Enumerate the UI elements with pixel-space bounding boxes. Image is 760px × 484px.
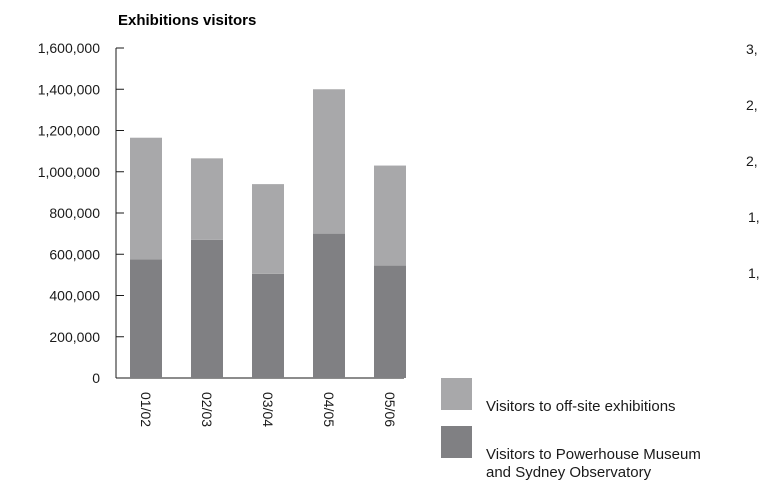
adjacent-chart-tick-label: 1, [748,265,760,281]
adjacent-chart-tick-label: 2, [746,153,758,169]
bar-05-06-series-1 [374,165,406,266]
legend-label: Visitors to off-site exhibitions [486,398,676,415]
adjacent-chart-tick-label: 2, [746,97,758,113]
y-axis-ticks: 0 200,000 400,000 600,000 800,000 1,000,000 1,… [38,40,124,386]
x-category-label: 05/06 [382,392,398,427]
bar-01-02-series-1 [130,137,162,260]
adjacent-chart-tick-label: 1, [748,209,760,225]
legend-label: Visitors to Powerhouse Museum [486,446,701,463]
bar-03-04-series-1 [252,184,284,274]
bar-01-02-series-0 [130,259,162,378]
x-category-label: 04/05 [321,392,337,427]
y-tick-label: 200,000 [49,329,100,345]
y-tick-label: 0 [92,370,100,386]
legend-label: and Sydney Observatory [486,464,652,481]
legend-swatch [441,378,472,410]
bar-02-03-series-0 [191,239,223,378]
bar-05-06-series-0 [374,265,406,378]
right-clipped-labels: 3, 2, 2, 1, 1, [746,41,760,281]
y-tick-label: 400,000 [49,288,100,304]
bar-03-04-series-0 [252,273,284,378]
x-category-label: 01/02 [138,392,154,427]
x-category-label: 03/04 [260,392,276,427]
bar-series [130,89,406,378]
y-tick-label: 600,000 [49,246,100,262]
bar-02-03-series-1 [191,158,223,240]
x-category-label: 02/03 [199,392,215,427]
adjacent-chart-tick-label: 3, [746,41,758,57]
legend-swatch [441,426,472,458]
y-tick-label: 800,000 [49,205,100,221]
y-tick-label: 1,600,000 [38,40,100,56]
bar-04-05-series-1 [313,89,345,234]
legend: Visitors to off-site exhibitions Visitors… [441,378,701,481]
x-axis-categories: 01/02 02/03 03/04 04/05 05/06 [138,392,398,427]
y-tick-label: 1,200,000 [38,123,100,139]
y-tick-label: 1,000,000 [38,164,100,180]
bar-04-05-series-0 [313,233,345,378]
y-tick-label: 1,400,000 [38,81,100,97]
chart-title: Exhibitions visitors [118,12,256,29]
